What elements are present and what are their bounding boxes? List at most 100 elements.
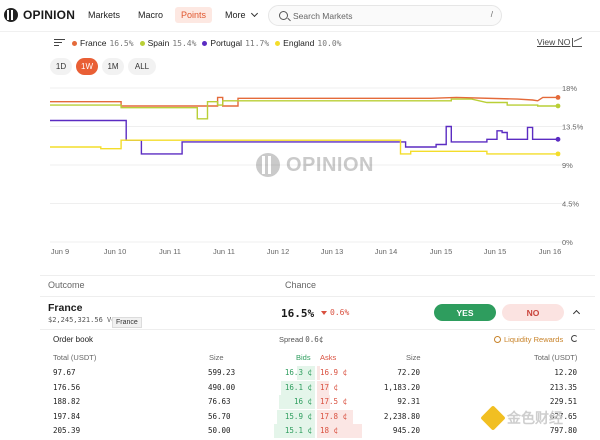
order-book-title[interactable]: Order book [53,335,94,344]
bid-depth-bar [297,366,315,380]
nav-more-label: More [225,10,246,20]
corner-watermark-text: 金色财经 [507,411,563,427]
total-left: 205.39 [53,426,81,435]
order-book-row[interactable]: 197.84 56.70 15.9 ¢ 17.8 ¢ 2,238.80 627.65 [40,409,595,424]
series-end-point-france [555,95,561,100]
outcome-header: Outcome [48,280,85,290]
legend-label: Spain [147,38,170,48]
view-no-link[interactable]: View NO [537,37,571,47]
col-bids: Bids [296,353,311,362]
y-tick-label: 18% [562,84,577,93]
order-book-row[interactable]: 97.67 599.23 16.3 ¢ 16.9 ¢ 72.20 12.20 [40,366,595,380]
search-icon [279,11,288,20]
price-chart[interactable]: 18% 13.5% 9% 4.5% 0% Jun 9 Jun 10 Jun 11 Jun 11 J… [40,80,595,260]
yes-button[interactable]: YES [434,304,496,321]
bid-depth-bar [277,409,315,424]
rewards-icon [494,336,501,343]
col-size-left: Size [209,353,224,362]
total-left: 176.56 [53,382,81,392]
series-end-point-england [555,151,561,157]
chevron-up-icon[interactable] [572,309,581,318]
nav-more[interactable]: More [225,9,258,20]
col-size-right: Size [406,353,421,362]
nav-markets[interactable]: Markets [88,10,121,20]
search-shortcut: / [490,10,493,19]
bid-price: 15.9 ¢ [284,411,312,421]
x-tick-label: Jun 12 [267,247,290,256]
nav-macro[interactable]: Macro [138,10,164,20]
corner-watermark: 金色财经 [480,405,563,431]
watermark-text: OPINION [286,153,374,176]
bid-price: 16.1 ¢ [284,382,312,392]
total-left: 197.84 [53,411,81,421]
series-line-portugal [50,119,558,155]
order-book-row[interactable]: 176.56 490.00 16.1 ¢ 17 ¢ 1,183.20 213.35 [40,380,595,395]
ask-depth-bar [317,409,353,424]
size-right: 945.20 [392,426,420,435]
legend-pct: 10.0% [317,38,342,48]
bid-depth-bar [274,424,315,438]
tab-1w[interactable]: 1W [76,58,98,75]
chart-type-icon[interactable] [572,38,582,47]
outcome-name[interactable]: France [48,302,83,314]
ask-price: 16.9 ¢ [320,368,348,377]
england-dot-icon [275,40,281,46]
x-tick-label: Jun 9 [51,247,69,256]
time-range-tabs: 1D 1W 1M ALL [50,58,156,75]
france-dot-icon [72,40,77,46]
x-tick-label: Jun 11 [213,247,235,256]
ask-price: 17.8 ¢ [320,411,348,421]
logo-text: OPINION [23,8,76,22]
size-left: 50.00 [208,426,231,435]
jinse-logo-icon [480,405,506,431]
spread-value: 0.6¢ [305,335,324,344]
series-end-point-spain [555,103,561,109]
outcome-volume: $2,245,321.56 Vo [48,316,116,324]
x-tick-label: Jun 16 [539,247,562,256]
total-right: 797.80 [549,426,577,435]
y-tick-label: 9% [562,161,573,170]
outcome-change: 0.6% [321,308,349,317]
legend-england: England 10.0% [275,38,341,48]
top-nav: OPINION Markets Macro Points More Search… [0,0,600,32]
total-left: 97.67 [53,368,76,377]
series-line-england [50,139,558,155]
ask-price: 18 ¢ [320,426,339,435]
tab-1m[interactable]: 1M [102,58,124,75]
legend-spain: Spain 15.4% [139,38,196,48]
legend-label: England [283,38,315,48]
search-input[interactable]: Search Markets [293,11,353,21]
order-book-row[interactable]: 205.39 50.00 15.1 ¢ 18 ¢ 945.20 797.80 [40,424,595,438]
logo[interactable]: OPINION [4,8,75,22]
ask-depth-bar [317,424,362,438]
size-left: 599.23 [208,368,236,377]
series-line-spain [50,98,558,120]
total-right: 12.20 [554,368,577,377]
nav-points[interactable]: Points [175,7,213,23]
col-asks: Asks [320,353,337,362]
refresh-icon[interactable] [571,335,578,342]
search-bar[interactable]: Search Markets / [268,5,502,26]
chance-header: Chance [285,280,317,290]
legend-label: Portugal [210,38,243,48]
size-right: 72.20 [397,368,420,377]
tab-1d[interactable]: 1D [50,58,72,75]
divider [40,329,595,330]
logo-icon [4,8,18,22]
size-right: 1,183.20 [383,382,420,392]
tab-all[interactable]: ALL [128,58,156,75]
size-right: 92.31 [397,397,420,406]
spain-dot-icon [139,40,145,46]
ask-price: 17.5 ¢ [320,397,348,406]
series-line-france [50,96,558,107]
portugal-dot-icon [202,40,208,46]
no-button[interactable]: NO [502,304,564,321]
caret-down-icon [321,311,327,315]
order-book-row[interactable]: 188.82 76.63 16 ¢ 17.5 ¢ 92.31 229.51 [40,395,595,409]
watermark-logo-icon [256,153,280,177]
liquidity-rewards[interactable]: Liquidity Rewards [494,335,563,344]
chevron-down-icon [250,9,258,18]
y-tick-label: 0% [562,238,573,247]
filter-icon[interactable] [54,38,65,47]
tooltip: France [112,317,142,328]
